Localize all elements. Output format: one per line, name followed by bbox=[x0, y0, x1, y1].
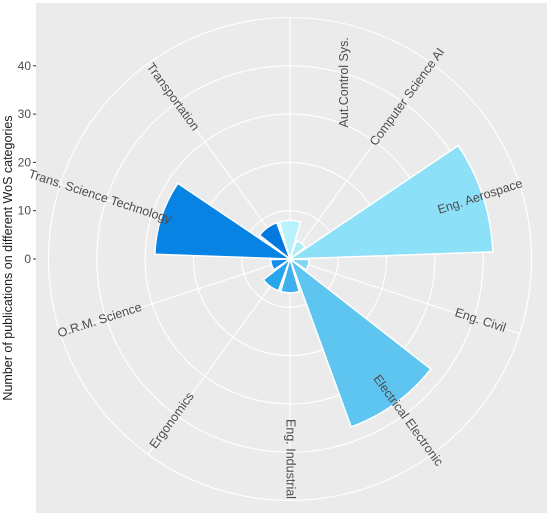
bars bbox=[154, 144, 494, 428]
y-axis: 0 10 20 30 40 bbox=[18, 59, 36, 266]
y-tick-label: 10 bbox=[18, 204, 32, 218]
bar-wedge bbox=[258, 221, 292, 262]
y-tick-label: 0 bbox=[24, 252, 31, 266]
bar-wedge bbox=[279, 256, 301, 294]
y-tick-label: 30 bbox=[18, 107, 32, 121]
category-label: Aut.Control Sys. bbox=[337, 37, 351, 127]
grid-spoke bbox=[289, 258, 520, 335]
y-tick-label: 40 bbox=[18, 59, 32, 73]
y-tick-label: 20 bbox=[18, 155, 32, 169]
bar-wedge bbox=[269, 258, 293, 271]
category-label: Eng. Industrial bbox=[284, 419, 298, 499]
grid-spoke bbox=[289, 63, 433, 260]
bar-wedge bbox=[287, 258, 311, 271]
grid-spoke bbox=[60, 258, 291, 335]
bar-wedge bbox=[262, 256, 292, 292]
bar-wedge bbox=[287, 144, 494, 260]
grid-spoke bbox=[147, 63, 291, 260]
bar-wedge bbox=[288, 239, 307, 262]
bar-wedge bbox=[154, 182, 293, 260]
bar-wedge bbox=[278, 219, 302, 262]
bar-wedge bbox=[288, 256, 432, 428]
y-axis-label: Number of publications on different WoS … bbox=[1, 115, 15, 400]
grid-spoke bbox=[147, 258, 291, 455]
